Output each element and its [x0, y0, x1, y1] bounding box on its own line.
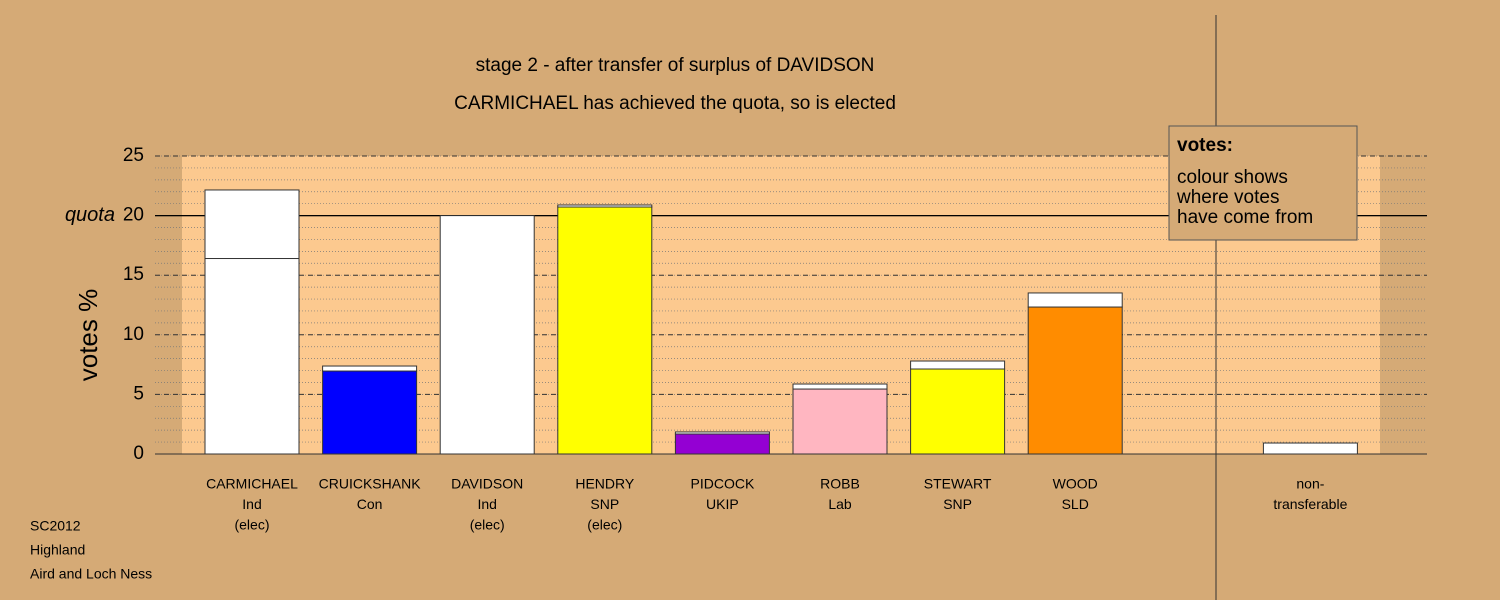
x-tick-label: UKIP: [706, 496, 739, 512]
chart-title: stage 2 - after transfer of surplus of D…: [476, 55, 875, 76]
bars: CARMICHAEL Ind (elec) CRUICKSHANK Con DAVIDSO…: [204, 189, 1358, 533]
bar-segment: [557, 206, 653, 455]
bar-segment-transfer: [204, 189, 300, 260]
bar-segment-transfer: [322, 365, 418, 372]
bar-segment-transfer: [1262, 442, 1358, 455]
footer-text: Highland: [30, 542, 85, 558]
bar-segment: [1027, 306, 1123, 455]
x-tick-label: Con: [357, 496, 383, 512]
x-tick-label: non-: [1296, 476, 1324, 492]
bar-segment: [322, 370, 418, 455]
bar-segment: [910, 368, 1006, 455]
x-tick-label: Ind: [242, 496, 261, 512]
x-tick-label: STEWART: [924, 476, 992, 492]
legend-title: votes:: [1177, 135, 1233, 156]
x-tick-label: (elec): [587, 517, 622, 533]
x-tick-label: SNP: [590, 496, 619, 512]
bar-segment-transfer: [792, 383, 888, 390]
legend-box: [1168, 125, 1358, 241]
x-tick-label: Lab: [828, 496, 852, 512]
x-tick-label: Ind: [477, 496, 496, 512]
x-tick-label: PIDCOCK: [691, 476, 755, 492]
x-tick-label: transferable: [1273, 496, 1347, 512]
y-tick-label: 20: [123, 205, 144, 226]
footer-text: Aird and Loch Ness: [30, 566, 152, 582]
legend-text: have come from: [1177, 207, 1313, 228]
y-tick-label: 25: [123, 145, 144, 166]
x-tick-label: WOOD: [1053, 476, 1098, 492]
bar-segment: [792, 388, 888, 455]
x-tick-label: (elec): [470, 517, 505, 533]
bar-segment: [439, 215, 535, 455]
y-tick-label: 10: [123, 324, 144, 345]
x-tick-label: CARMICHAEL: [206, 476, 298, 492]
x-tick-label: DAVIDSON: [451, 476, 523, 492]
legend-text: where votes: [1176, 187, 1279, 208]
bar-segment-transfer: [674, 431, 770, 435]
y-axis-label: votes %: [73, 289, 103, 382]
footer-text: SC2012: [30, 518, 81, 534]
chart-subtitle: CARMICHAEL has achieved the quota, so is…: [454, 93, 896, 114]
y-tick-label: 0: [133, 443, 144, 464]
bar-segment: [204, 258, 300, 455]
bar-segment-transfer: [557, 204, 653, 208]
y-tick-label: 5: [133, 383, 144, 404]
legend-text: colour shows: [1177, 167, 1288, 188]
x-tick-label: CRUICKSHANK: [319, 476, 422, 492]
x-tick-label: SNP: [943, 496, 972, 512]
legend: votes: colour shows where votes have com…: [1168, 125, 1358, 241]
quota-label: quota: [65, 204, 115, 226]
bar-segment-transfer: [1027, 292, 1123, 308]
x-tick-label: HENDRY: [575, 476, 635, 492]
bar-segment-transfer: [910, 360, 1006, 370]
x-tick-label: ROBB: [820, 476, 860, 492]
x-tick-label: (elec): [234, 517, 269, 533]
bar-segment: [674, 433, 770, 455]
x-tick-label: SLD: [1062, 496, 1089, 512]
y-tick-label: 15: [123, 264, 144, 285]
